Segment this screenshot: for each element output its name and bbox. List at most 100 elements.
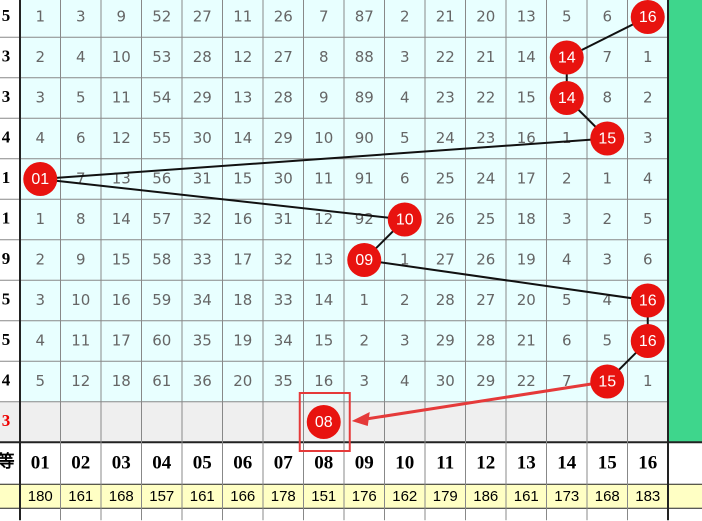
cell-number: 24 [476, 170, 495, 188]
ball-number: 01 [31, 171, 49, 188]
cell-number: 7 [319, 8, 329, 26]
cell-number: 26 [436, 210, 455, 228]
cell-number: 9 [319, 89, 329, 107]
column-total: 178 [271, 488, 296, 505]
cell-number: 34 [274, 332, 293, 350]
cell-number: 3 [400, 48, 410, 66]
column-header: 10 [395, 453, 414, 474]
ball [347, 243, 382, 277]
cell-number: 92 [355, 210, 374, 228]
cell-number: 14 [517, 48, 536, 66]
ball-number: 14 [558, 50, 576, 67]
totals-row [0, 484, 668, 509]
cell-number: 90 [355, 129, 374, 147]
cell-number: 17 [233, 251, 252, 269]
column-header: 07 [274, 453, 294, 474]
cell-number: 16 [314, 372, 333, 390]
cell-number: 21 [476, 48, 495, 66]
column-total: 157 [149, 488, 174, 505]
cell-number: 6 [76, 129, 86, 147]
cell-number: 1 [562, 129, 572, 147]
ball-number: 15 [598, 374, 616, 391]
cell-number: 3 [602, 251, 612, 269]
cell-number: 10 [314, 129, 333, 147]
cell-number: 56 [152, 170, 171, 188]
column-total: 161 [68, 488, 93, 505]
column-header: 08 [314, 453, 333, 474]
cell-number: 59 [152, 291, 171, 309]
cell-number: 2 [359, 332, 369, 350]
cell-number: 10 [112, 48, 131, 66]
cell-number: 20 [233, 372, 252, 390]
side-column [668, 0, 702, 443]
cell-number: 13 [233, 89, 252, 107]
cell-number: 5 [76, 89, 86, 107]
cell-number: 2 [562, 170, 572, 188]
cell-number: 17 [517, 170, 536, 188]
column-header: 14 [557, 453, 577, 474]
cell-number: 35 [193, 332, 212, 350]
ball [630, 0, 665, 34]
cell-number: 5 [643, 210, 653, 228]
ball [549, 81, 584, 115]
cell-number: 3 [562, 210, 572, 228]
cell-number: 9 [76, 251, 86, 269]
row-label: 9 [2, 249, 11, 268]
cell-number: 4 [76, 48, 86, 66]
cell-number: 1 [359, 291, 369, 309]
cell-number: 15 [314, 332, 333, 350]
cell-number: 20 [476, 8, 495, 26]
ball [549, 40, 584, 75]
cell-number: 3 [359, 372, 369, 390]
cell-number: 17 [112, 332, 131, 350]
column-header: 05 [193, 453, 212, 474]
cell-number: 5 [562, 291, 572, 309]
trend-line [40, 137, 608, 180]
cell-number: 31 [274, 210, 293, 228]
cell-number: 91 [355, 170, 374, 188]
cell-number: 35 [274, 372, 293, 390]
column-total: 161 [514, 488, 539, 505]
column-header: 04 [152, 453, 172, 474]
cell-number: 4 [35, 332, 45, 350]
row-label: 3 [2, 87, 11, 106]
ball [590, 364, 625, 399]
cell-number: 18 [517, 210, 536, 228]
cell-number: 4 [400, 89, 410, 107]
row-label: 5 [2, 330, 11, 349]
row-label: 4 [2, 370, 11, 389]
cell-number: 57 [152, 210, 171, 228]
cell-number: 4 [643, 170, 653, 188]
cell-number: 3 [643, 129, 653, 147]
cell-number: 2 [643, 89, 653, 107]
ball-number: 09 [355, 252, 373, 269]
column-total: 173 [554, 488, 579, 505]
cell-number: 60 [152, 332, 171, 350]
cell-number: 30 [274, 170, 293, 188]
row-label: 5 [2, 6, 11, 25]
cell-number: 27 [274, 48, 293, 66]
cell-number: 1 [35, 210, 45, 228]
cell-number: 18 [233, 291, 252, 309]
predict-arrow [359, 380, 608, 422]
cell-number: 29 [436, 332, 455, 350]
cell-number: 14 [233, 129, 252, 147]
cell-number: 5 [35, 372, 45, 390]
cell-number: 88 [355, 48, 374, 66]
ball [630, 324, 665, 358]
ball [387, 202, 422, 237]
cell-number: 15 [112, 251, 131, 269]
cell-number: 11 [71, 332, 90, 350]
row-label: 5 [2, 289, 11, 308]
ball [23, 162, 58, 196]
cell-number: 12 [233, 48, 252, 66]
cell-number: 2 [35, 251, 45, 269]
cell-number: 7 [562, 372, 572, 390]
cell-number: 4 [562, 251, 572, 269]
cell-number: 24 [436, 129, 455, 147]
cell-number: 31 [193, 170, 212, 188]
cell-number: 58 [152, 251, 171, 269]
ball-number: 08 [315, 414, 333, 431]
cell-number: 16 [233, 210, 252, 228]
